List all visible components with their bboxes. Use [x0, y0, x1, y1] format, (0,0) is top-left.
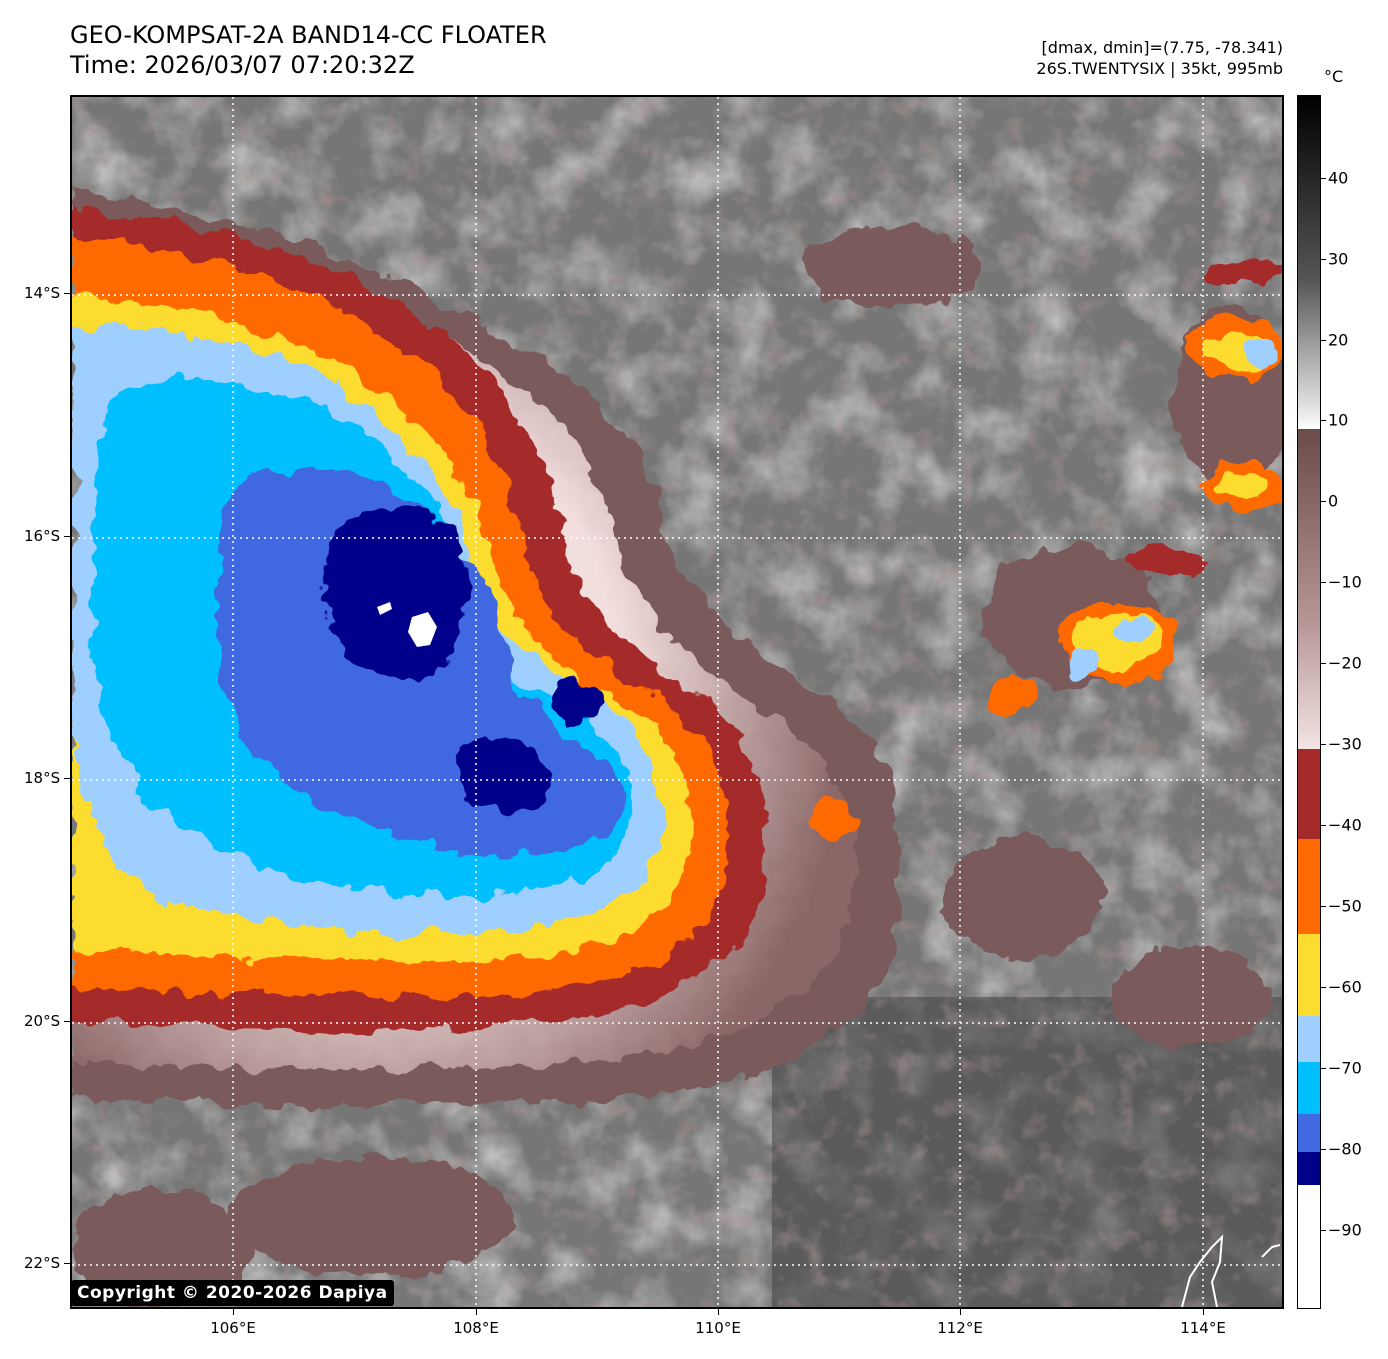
colorbar-tickmark: [1321, 582, 1326, 583]
storm-info: [dmax, dmin]=(7.75, -78.341) 26S.TWENTYS…: [1036, 37, 1283, 79]
colorbar-tick-label: −60: [1328, 977, 1362, 997]
satellite-imagery-svg: [72, 97, 1282, 1307]
colorbar-tickmark: [1321, 259, 1326, 260]
y-tick-label: 22°S: [24, 1254, 61, 1272]
colorbar-tickmark: [1321, 906, 1326, 907]
colorbar-tickmark: [1321, 501, 1326, 502]
x-tick-label: 112°E: [937, 1319, 983, 1337]
colorbar-segment-yellow: [1298, 934, 1320, 1016]
x-tickmark: [233, 1309, 234, 1315]
satellite-image: [70, 95, 1284, 1309]
storm-name-text: 26S.TWENTYSIX | 35kt, 995mb: [1036, 59, 1283, 78]
colorbar-tickmark: [1321, 420, 1326, 421]
y-tickmark: [64, 778, 70, 779]
colorbar-tick-label: 30: [1328, 249, 1349, 269]
colorbar-tickmark: [1321, 663, 1326, 664]
colorbar: [1297, 95, 1321, 1309]
colorbar-segment-royalblue: [1298, 1114, 1320, 1152]
colorbar-tick-label: −50: [1328, 896, 1362, 916]
colorbar-tickmark: [1321, 987, 1326, 988]
chart-title: GEO-KOMPSAT-2A BAND14-CC FLOATER Time: 2…: [70, 20, 547, 80]
y-tickmark: [64, 536, 70, 537]
dmax-dmin-text: [dmax, dmin]=(7.75, -78.341): [1041, 38, 1283, 57]
colorbar-tick-label: −30: [1328, 734, 1362, 754]
gridlines: [72, 97, 1282, 1307]
x-tickmark: [960, 1309, 961, 1315]
copyright-badge: Copyright © 2020-2026 Dapiya: [71, 1280, 394, 1306]
x-tick-label: 110°E: [695, 1319, 741, 1337]
colorbar-segment-grey: [1298, 96, 1320, 429]
colorbar-unit: °C: [1324, 67, 1344, 86]
y-tick-label: 18°S: [24, 769, 61, 787]
colorbar-tickmark: [1321, 1068, 1326, 1069]
title-line-1: GEO-KOMPSAT-2A BAND14-CC FLOATER: [70, 21, 547, 49]
colorbar-segment-red: [1298, 749, 1320, 839]
colorbar-segment-lightblue: [1298, 1016, 1320, 1062]
y-tick-label: 14°S: [24, 284, 61, 302]
x-tickmark: [476, 1309, 477, 1315]
colorbar-segment-white: [1298, 1185, 1320, 1308]
y-tickmark: [64, 1263, 70, 1264]
y-tickmark: [64, 293, 70, 294]
colorbar-tickmark: [1321, 1149, 1326, 1150]
colorbar-segment-navy: [1298, 1152, 1320, 1185]
colorbar-segment-brown: [1298, 429, 1320, 749]
colorbar-tick-label: −70: [1328, 1058, 1362, 1078]
colorbar-tick-label: 10: [1328, 410, 1349, 430]
colorbar-tick-label: 0: [1328, 491, 1339, 511]
colorbar-tick-label: 20: [1328, 330, 1349, 350]
colorbar-tick-label: 40: [1328, 168, 1349, 188]
colorbar-tickmark: [1321, 744, 1326, 745]
x-tick-label: 108°E: [453, 1319, 499, 1337]
x-tickmark: [1203, 1309, 1204, 1315]
y-tickmark: [64, 1021, 70, 1022]
colorbar-tick-label: −40: [1328, 815, 1362, 835]
colorbar-segment-orange: [1298, 839, 1320, 934]
title-line-2: Time: 2026/03/07 07:20:32Z: [70, 51, 415, 79]
x-tick-label: 106°E: [210, 1319, 256, 1337]
x-tickmark: [718, 1309, 719, 1315]
colorbar-tick-label: −80: [1328, 1139, 1362, 1159]
colorbar-tickmark: [1321, 1230, 1326, 1231]
colorbar-tick-label: −10: [1328, 572, 1362, 592]
colorbar-tickmark: [1321, 340, 1326, 341]
colorbar-tickmark: [1321, 825, 1326, 826]
colorbar-tick-label: −20: [1328, 653, 1362, 673]
y-tick-label: 16°S: [24, 527, 61, 545]
x-tick-label: 114°E: [1180, 1319, 1226, 1337]
colorbar-tickmark: [1321, 178, 1326, 179]
colorbar-segment-cyan: [1298, 1062, 1320, 1114]
colorbar-tick-label: −90: [1328, 1220, 1362, 1240]
y-tick-label: 20°S: [24, 1012, 61, 1030]
